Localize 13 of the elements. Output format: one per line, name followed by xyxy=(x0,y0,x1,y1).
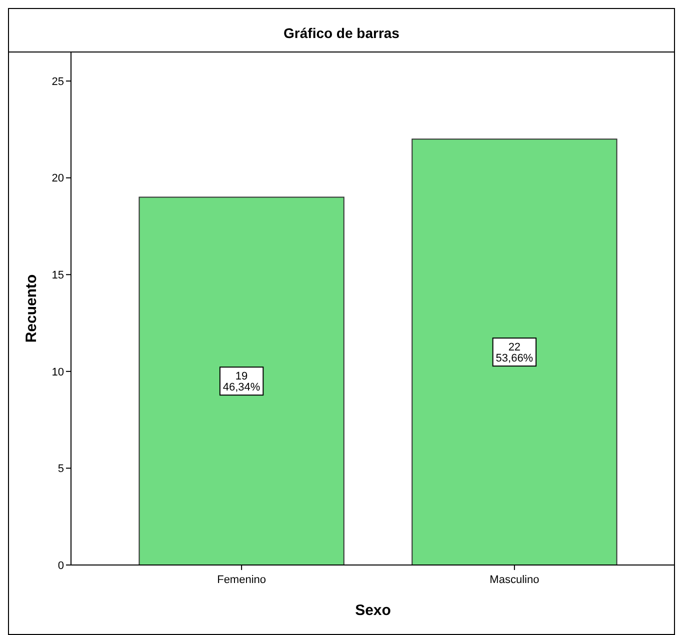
x-tick-label: Masculino xyxy=(490,574,540,586)
y-tick-label: 25 xyxy=(52,76,64,88)
y-axis-title: Recuento xyxy=(23,274,40,343)
y-tick-label: 0 xyxy=(58,560,64,572)
x-axis-title: Sexo xyxy=(355,602,391,619)
y-tick-label: 5 xyxy=(58,463,64,476)
y-tick-label: 10 xyxy=(52,366,64,378)
data-label: 19 46,34% xyxy=(222,370,260,394)
x-tick-label: Femenino xyxy=(217,574,266,586)
chart-title: Gráfico de barras xyxy=(284,25,400,41)
data-label: 22 53,66% xyxy=(496,342,534,365)
y-tick-label: 15 xyxy=(52,269,64,282)
y-tick-label: 20 xyxy=(52,172,64,185)
